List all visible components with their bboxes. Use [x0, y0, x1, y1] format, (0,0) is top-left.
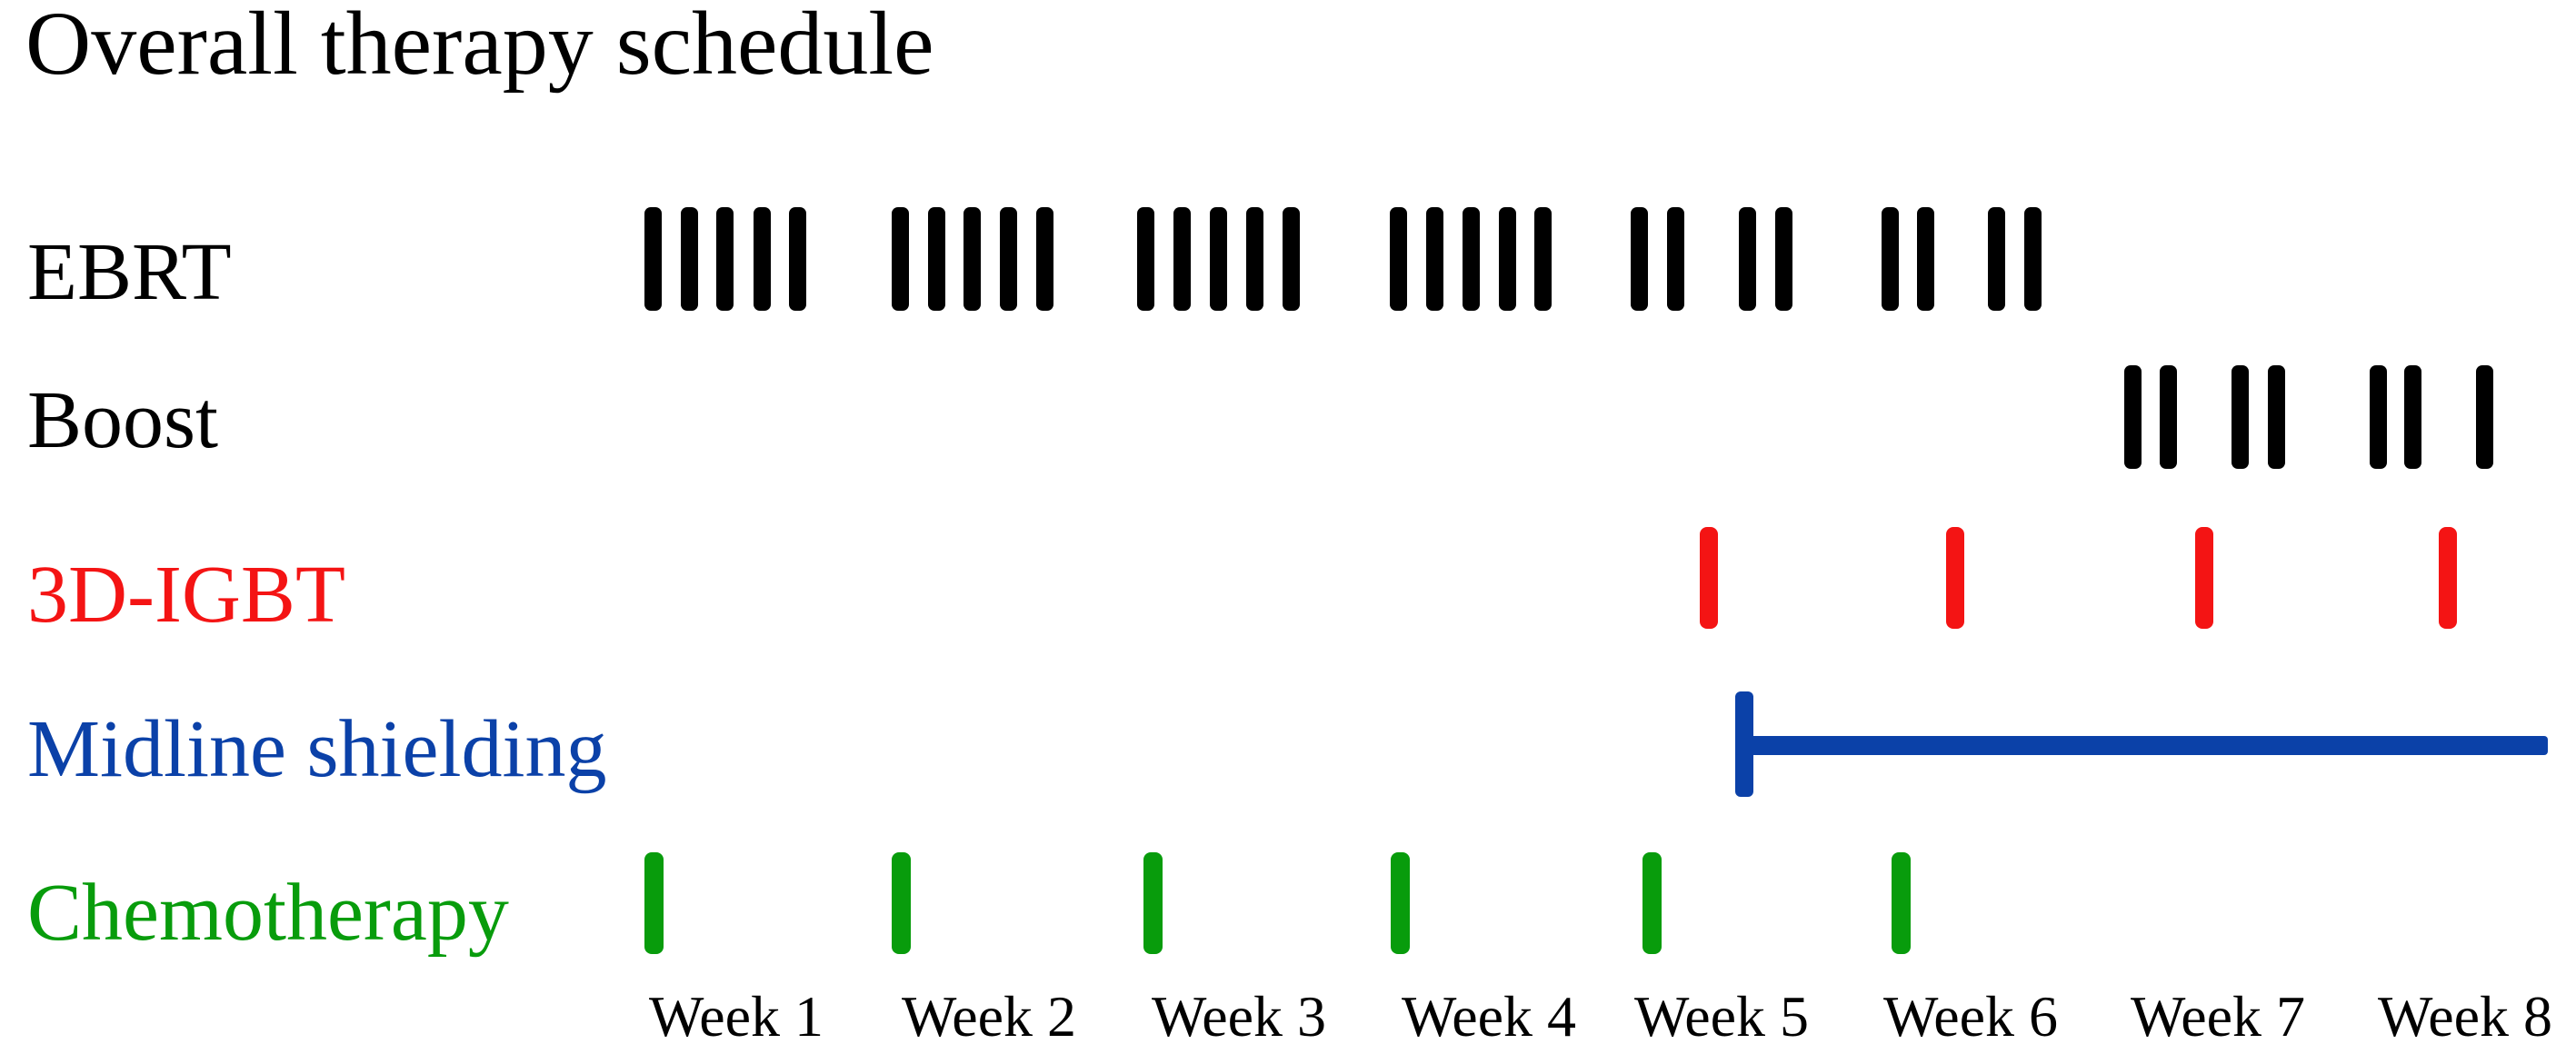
week-axis-label-5: Week 5	[1633, 984, 1810, 1049]
ebrt-tick-18	[1462, 207, 1480, 311]
igbt-tick-3	[2195, 527, 2213, 629]
ebrt-tick-16	[1389, 207, 1407, 311]
boost-tick-2	[2159, 365, 2177, 469]
midline-range-line	[1735, 736, 2548, 755]
boost-tick-1	[2123, 365, 2142, 469]
ebrt-tick-14	[1245, 207, 1263, 311]
ebrt-tick-22	[1666, 207, 1684, 311]
igbt-tick-1	[1700, 527, 1718, 629]
ebrt-tick-20	[1533, 207, 1552, 311]
row-label-chemo: Chemotherapy	[27, 868, 509, 958]
week-axis-label-7: Week 7	[2130, 984, 2306, 1049]
ebrt-tick-11	[1136, 207, 1154, 311]
chemo-tick-5	[1642, 852, 1662, 954]
ebrt-tick-25	[1881, 207, 1899, 311]
boost-tick-6	[2403, 365, 2421, 469]
ebrt-tick-10	[1035, 207, 1053, 311]
igbt-tick-4	[2439, 527, 2457, 629]
boost-tick-7	[2475, 365, 2493, 469]
ebrt-tick-6	[891, 207, 909, 311]
row-label-ebrt: EBRT	[27, 227, 232, 317]
boost-tick-4	[2267, 365, 2285, 469]
week-axis-label-2: Week 2	[901, 984, 1077, 1049]
ebrt-tick-3	[715, 207, 734, 311]
chemo-tick-6	[1891, 852, 1911, 954]
boost-tick-5	[2369, 365, 2387, 469]
chemo-tick-2	[891, 852, 911, 954]
ebrt-tick-15	[1282, 207, 1300, 311]
figure-title: Overall therapy schedule	[25, 0, 934, 94]
ebrt-tick-5	[788, 207, 806, 311]
boost-tick-3	[2231, 365, 2249, 469]
row-label-boost: Boost	[27, 375, 219, 465]
ebrt-tick-27	[1987, 207, 2005, 311]
ebrt-tick-26	[1916, 207, 1934, 311]
ebrt-tick-8	[963, 207, 981, 311]
ebrt-tick-28	[2023, 207, 2042, 311]
week-axis-label-6: Week 6	[1882, 984, 2059, 1049]
chemo-tick-4	[1390, 852, 1410, 954]
week-axis-label-8: Week 8	[2377, 984, 2553, 1049]
chemo-tick-3	[1143, 852, 1163, 954]
ebrt-tick-24	[1774, 207, 1792, 311]
ebrt-tick-12	[1173, 207, 1191, 311]
ebrt-tick-2	[680, 207, 698, 311]
ebrt-tick-4	[753, 207, 771, 311]
ebrt-tick-21	[1630, 207, 1648, 311]
week-axis-label-4: Week 4	[1401, 984, 1577, 1049]
row-label-igbt: 3D-IGBT	[27, 550, 345, 640]
ebrt-tick-19	[1498, 207, 1516, 311]
ebrt-tick-23	[1738, 207, 1756, 311]
week-axis-label-1: Week 1	[648, 984, 824, 1049]
ebrt-tick-9	[999, 207, 1017, 311]
ebrt-tick-17	[1425, 207, 1443, 311]
ebrt-tick-7	[927, 207, 945, 311]
ebrt-tick-1	[644, 207, 662, 311]
chemo-tick-1	[644, 852, 664, 954]
week-axis-label-3: Week 3	[1151, 984, 1327, 1049]
row-label-midline: Midline shielding	[27, 704, 607, 794]
ebrt-tick-13	[1209, 207, 1227, 311]
igbt-tick-2	[1946, 527, 1964, 629]
